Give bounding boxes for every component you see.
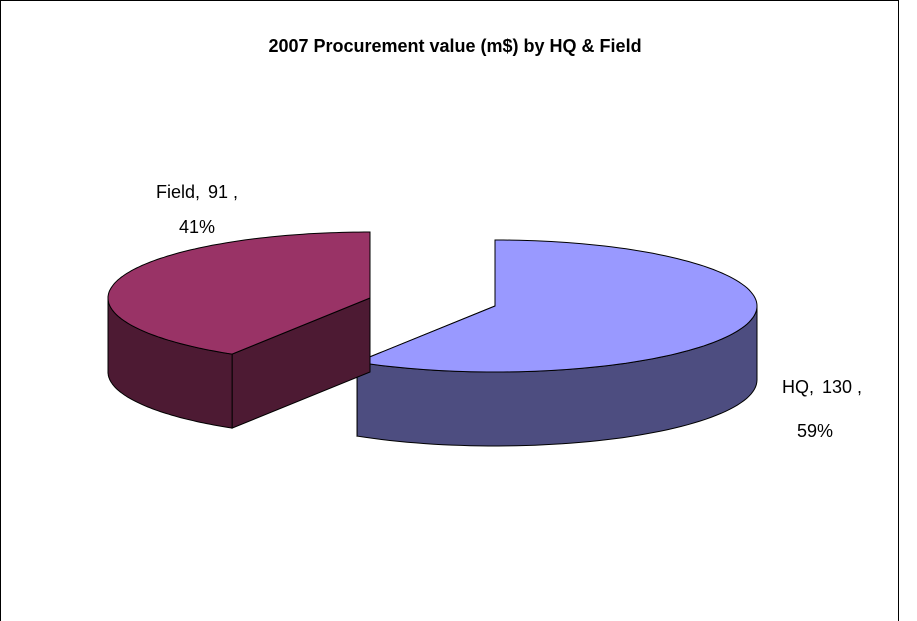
data-label: Field, 91 , [156,182,238,202]
value-label: 91 , [208,182,238,202]
percent-label: 41% [179,217,215,237]
category-label: HQ, [782,377,814,397]
slice-top [355,239,758,373]
pie-slice [107,231,371,429]
value-label: 130 , [822,377,862,397]
pie-slice [355,239,758,447]
chart-title: 2007 Procurement value (m$) by HQ & Fiel… [268,36,641,56]
data-label: HQ, 130 , [782,377,862,397]
percent-label: 59% [797,421,833,441]
slice-top [107,231,371,355]
category-label: Field, [156,182,200,202]
